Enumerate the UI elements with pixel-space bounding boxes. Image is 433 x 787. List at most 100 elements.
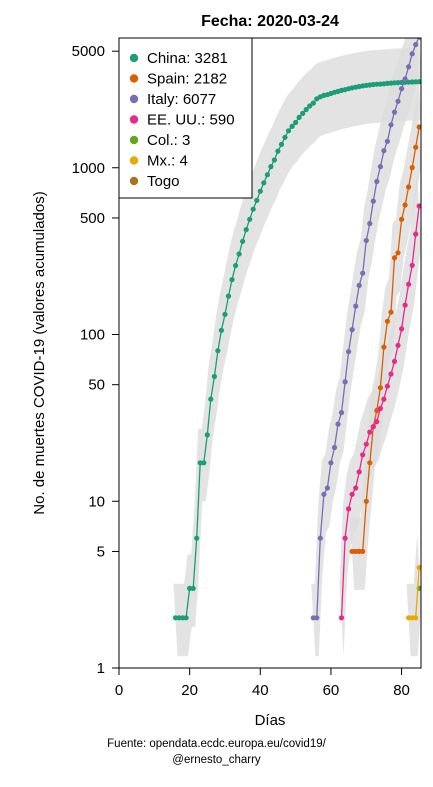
author-caption: @ernesto_charry	[172, 754, 261, 766]
data-point-spain	[384, 318, 390, 324]
data-point-china	[275, 148, 281, 154]
data-point-mx	[406, 615, 412, 621]
data-point-china	[310, 100, 316, 106]
y-tick-label: 10	[88, 493, 105, 510]
data-point-ee-uu	[370, 424, 376, 430]
data-point-italy	[370, 198, 376, 204]
data-point-italy	[349, 327, 355, 333]
data-point-china	[243, 227, 249, 233]
data-point-ee-uu	[342, 535, 348, 541]
data-point-spain	[363, 498, 369, 504]
data-point-china	[225, 293, 232, 299]
data-point-china	[218, 327, 224, 333]
data-point-ee-uu	[353, 485, 359, 491]
x-tick-label: 60	[323, 682, 340, 699]
data-point-ee-uu	[374, 419, 380, 425]
data-point-ee-uu	[388, 371, 394, 377]
data-point-spain	[367, 460, 373, 466]
x-tick-label: 40	[252, 682, 269, 699]
data-point-italy	[399, 86, 405, 92]
data-point-italy	[395, 98, 401, 104]
data-point-china	[257, 188, 263, 194]
data-point-china	[296, 114, 302, 120]
data-point-china	[190, 585, 196, 592]
data-point-italy	[367, 220, 373, 227]
y-axis: 1 5 10 50 100 500 1000 5000	[72, 43, 120, 677]
data-point-china	[215, 348, 221, 354]
data-point-china	[197, 460, 203, 466]
data-point-spain	[381, 344, 387, 350]
data-point-china	[285, 128, 292, 134]
legend-label: Italy: 6077	[147, 91, 216, 108]
data-point-china	[282, 134, 288, 140]
y-tick-label: 1000	[72, 160, 105, 177]
data-point-china	[416, 79, 421, 85]
data-point-mx	[416, 565, 421, 571]
data-point-china	[250, 206, 256, 212]
data-point-china	[268, 164, 274, 170]
legend-label: China: 3281	[147, 50, 228, 67]
data-point-ee-uu	[367, 429, 373, 435]
x-axis: 0 20 40 60 80	[115, 667, 410, 699]
data-point-china	[278, 141, 285, 147]
band-italy	[311, 38, 421, 657]
data-point-china	[261, 180, 267, 186]
data-point-china	[271, 157, 277, 163]
data-point-spain	[416, 124, 421, 130]
data-point-china	[187, 585, 193, 592]
data-point-italy	[321, 491, 327, 497]
data-point-china	[293, 119, 299, 126]
data-point-china	[303, 106, 309, 113]
chart-title: Fecha: 2020-03-24	[201, 13, 339, 30]
data-point-ee-uu	[402, 302, 408, 308]
data-point-ee-uu	[338, 615, 345, 621]
data-point-spain	[409, 165, 415, 171]
legend: China: 3281 Spain: 2182 Italy: 6077 EE. UU.…	[118, 37, 253, 199]
y-tick-label: 100	[80, 327, 105, 344]
data-point-china	[229, 277, 235, 283]
data-point-italy	[331, 444, 338, 451]
y-tick-label: 1	[97, 660, 105, 677]
source-caption: Fuente: opendata.ecdc.europa.eu/covid19/	[107, 738, 326, 750]
data-point-italy	[363, 237, 369, 244]
data-point-china	[289, 123, 295, 129]
x-axis-label: Días	[255, 712, 286, 729]
data-point-ee-uu	[409, 262, 415, 268]
data-point-china	[176, 615, 182, 621]
data-point-spain	[360, 548, 366, 555]
data-point-ee-uu	[346, 506, 352, 512]
band-mx-	[406, 533, 421, 657]
x-tick-label: 0	[115, 682, 123, 699]
data-point-mx	[413, 615, 419, 621]
x-tick-label: 20	[181, 682, 198, 699]
data-point-italy	[317, 535, 323, 541]
data-point-china	[211, 373, 217, 380]
data-point-italy	[409, 51, 415, 57]
data-point-china	[201, 460, 207, 466]
data-point-italy	[413, 42, 419, 48]
data-point-china	[208, 396, 214, 402]
data-point-italy	[374, 178, 380, 185]
data-point-ee-uu	[391, 358, 398, 364]
data-point-italy	[353, 303, 359, 309]
data-point-ee-uu	[406, 281, 412, 287]
data-point-spain	[395, 250, 401, 256]
data-point-spain	[391, 255, 398, 261]
data-point-italy	[402, 76, 408, 82]
data-point-italy	[335, 421, 341, 427]
legend-marker	[129, 156, 139, 165]
data-point-italy	[360, 270, 366, 276]
y-tick-label: 5000	[72, 43, 105, 60]
data-point-italy	[338, 410, 345, 416]
legend-marker	[129, 53, 139, 63]
legend-label: EE. UU.: 590	[147, 112, 235, 129]
data-point-ee-uu	[377, 405, 383, 412]
data-point-china	[236, 251, 242, 257]
data-point-italy	[406, 64, 412, 70]
data-point-italy	[342, 379, 348, 385]
y-tick-label: 500	[80, 210, 105, 227]
data-point-china	[194, 535, 200, 541]
data-point-italy	[346, 349, 352, 355]
data-point-ee-uu	[356, 469, 362, 475]
